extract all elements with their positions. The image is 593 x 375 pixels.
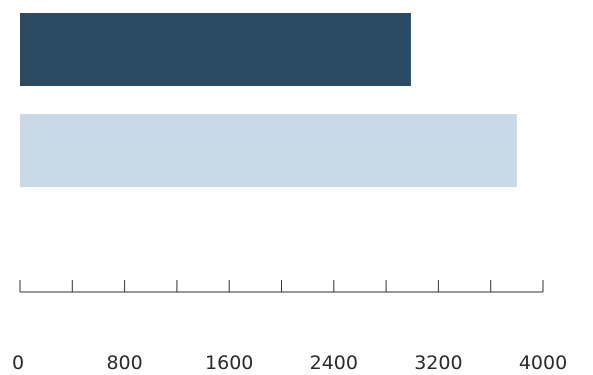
bar-1	[20, 13, 411, 86]
bars-group	[20, 13, 517, 187]
x-axis-tick-labels: 0 800 1600 2400 3200 4000	[12, 352, 567, 374]
bar-2	[20, 114, 517, 187]
x-tick-label-4: 3200	[414, 352, 462, 374]
x-tick-label-5: 4000	[519, 352, 567, 374]
x-axis: 0 800 1600 2400 3200 4000	[12, 280, 567, 374]
x-tick-label-0: 0	[12, 352, 24, 374]
x-tick-label-2: 1600	[205, 352, 253, 374]
x-tick-label-3: 2400	[310, 352, 358, 374]
x-axis-ticks	[19, 280, 544, 292]
x-tick-label-1: 800	[106, 352, 142, 374]
